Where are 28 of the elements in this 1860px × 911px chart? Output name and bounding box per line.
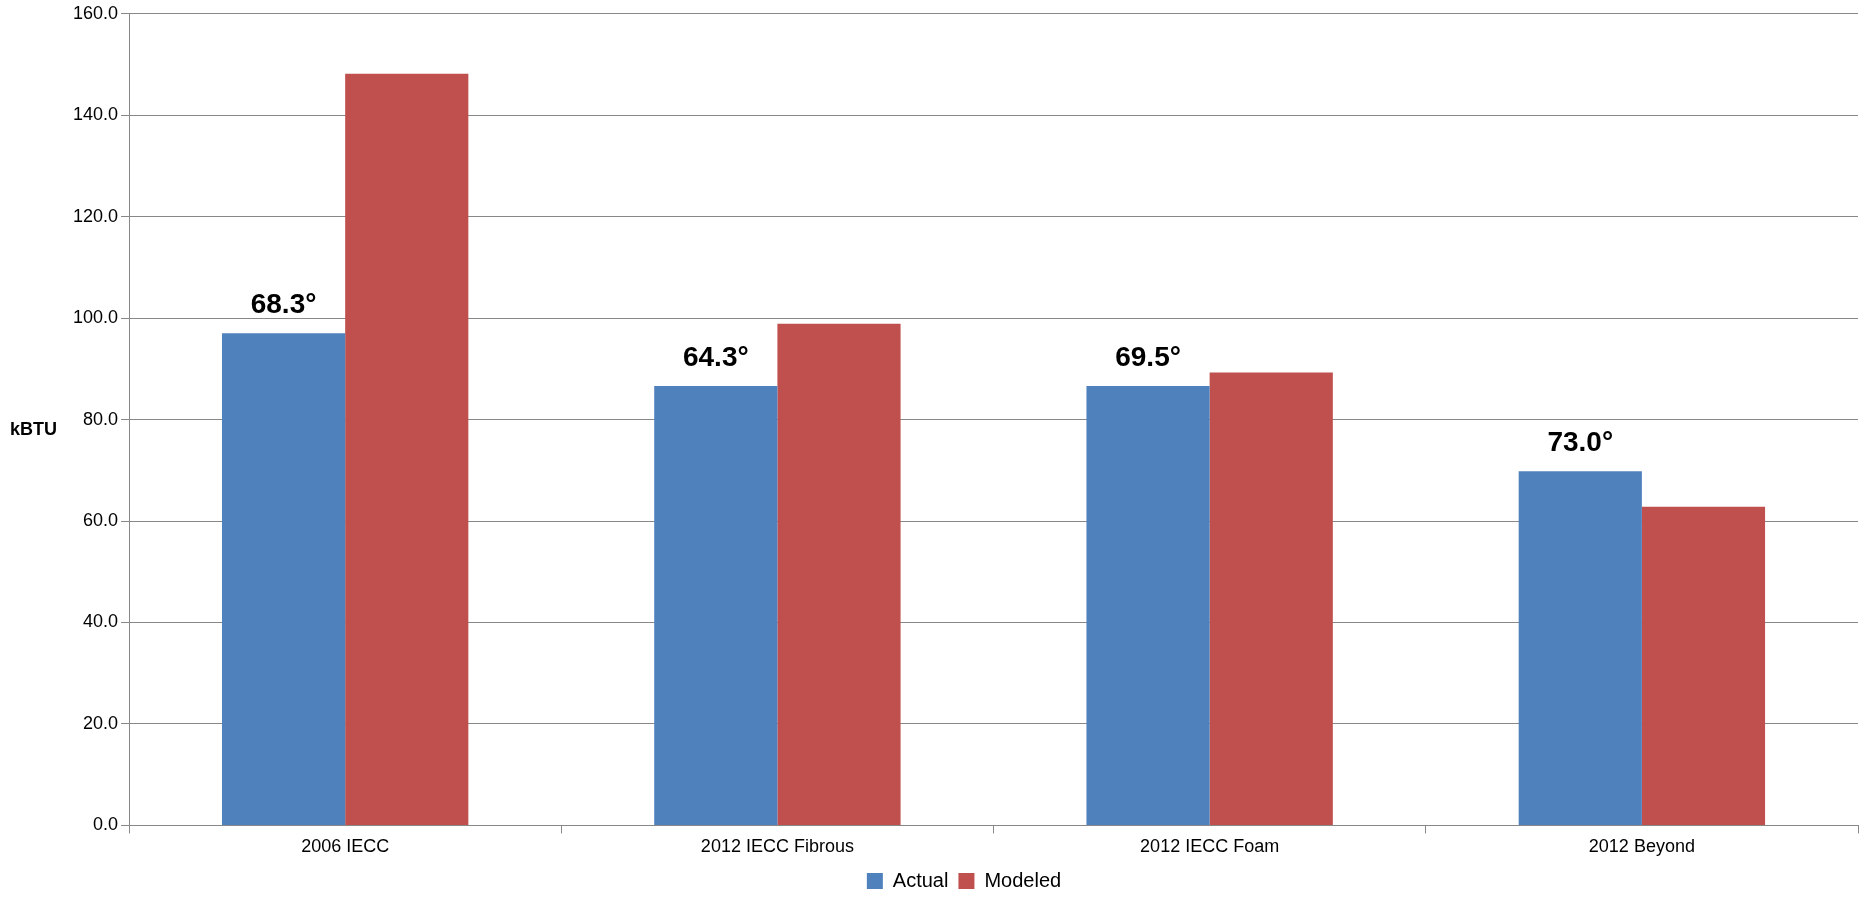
annotation: 64.3° xyxy=(682,340,749,372)
legend-label: Actual xyxy=(892,868,949,891)
x-tick-label: 2006 IECC xyxy=(301,836,390,857)
y-tick-label: 20.0 xyxy=(83,712,119,733)
bar xyxy=(1209,372,1333,825)
x-tick-label: 2012 IECC Foam xyxy=(1140,836,1280,857)
bar xyxy=(1641,506,1766,825)
y-tick-label: 80.0 xyxy=(83,408,119,429)
y-tick-label: 160.0 xyxy=(73,2,119,23)
y-tick-label: 0.0 xyxy=(93,814,119,835)
y-axis-title: kBTU xyxy=(10,418,58,439)
legend-label: Modeled xyxy=(984,868,1062,891)
x-tick-label: 2012 Beyond xyxy=(1588,836,1695,857)
bar xyxy=(654,386,778,825)
bar xyxy=(221,333,346,825)
y-tick-label: 40.0 xyxy=(83,611,119,632)
bar xyxy=(1518,471,1642,825)
bar xyxy=(1086,386,1210,825)
annotation: 73.0° xyxy=(1547,426,1614,458)
y-tick-label: 120.0 xyxy=(73,205,119,226)
y-tick-label: 140.0 xyxy=(73,104,119,125)
y-tick-label: 60.0 xyxy=(83,510,119,531)
annotation: 68.3° xyxy=(250,288,317,320)
y-tick-label: 100.0 xyxy=(73,307,119,328)
bar xyxy=(777,323,901,825)
bar xyxy=(345,73,469,825)
annotation: 69.5° xyxy=(1115,340,1181,372)
x-tick-label: 2012 IECC Fibrous xyxy=(700,836,854,857)
